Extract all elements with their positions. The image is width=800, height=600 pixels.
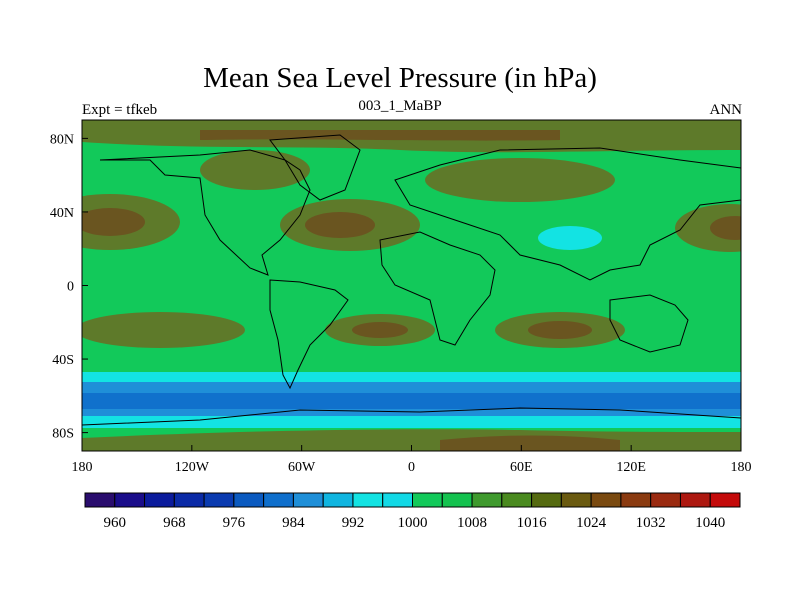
colorbar-swatch	[84, 492, 116, 508]
siberian-high	[425, 158, 615, 202]
greenland-outline	[269, 134, 361, 201]
lat-tick-label: 80N	[50, 132, 74, 147]
antarctic-high-core	[440, 435, 620, 451]
colorbar-label: 1024	[576, 515, 607, 531]
south-pacific-high	[82, 312, 245, 348]
colorbar-label: 1000	[398, 515, 428, 531]
lon-tick-label: 60W	[288, 460, 316, 475]
colorbar-label: 1008	[457, 515, 487, 531]
colorbar: 960 968 976 984 992 1000 1008 1016 1024 1032 1040	[84, 492, 741, 531]
colorbar-swatch	[233, 492, 265, 508]
lon-tick-label: 0	[408, 460, 415, 475]
australia-outline	[609, 294, 689, 353]
colorbar-label: 992	[342, 515, 365, 531]
lat-tick-label: 0	[67, 280, 74, 295]
colorbar-swatch	[471, 492, 503, 508]
south-america-outline	[269, 279, 349, 390]
colorbar-swatch	[560, 492, 592, 508]
colorbar-swatch	[650, 492, 681, 508]
lon-tick-label: 180	[731, 460, 752, 475]
lon-tick-label: 180	[72, 460, 93, 475]
lat-tick-label: 40N	[50, 206, 74, 221]
lon-tick-label: 120E	[616, 460, 646, 475]
indian-ocean-high-core	[528, 321, 592, 339]
colorbar-swatch	[590, 492, 622, 508]
colorbar-swatch	[412, 492, 443, 508]
experiment-label: Expt = tfkeb	[82, 102, 158, 118]
lon-tick-label: 120W	[175, 460, 210, 475]
atlantic-high-core	[305, 212, 375, 238]
pressure-field	[82, 120, 741, 451]
lon-tick-label: 60E	[510, 460, 533, 475]
colorbar-swatch	[114, 492, 146, 508]
eurasia-outline	[394, 147, 741, 281]
colorbar-label: 984	[282, 515, 305, 531]
south-atlantic-high-core	[352, 322, 408, 338]
arctic-core	[200, 130, 560, 141]
colorbar-swatch	[263, 492, 294, 508]
longitude-axis: 180 120W 60W 0 60E 120E 180	[72, 445, 752, 475]
colorbar-swatch	[501, 492, 533, 508]
colorbar-swatch	[531, 492, 562, 508]
map-subtitle: 003_1_MaBP	[358, 98, 442, 114]
colorbar-swatch	[292, 492, 324, 508]
season-label: ANN	[709, 102, 743, 118]
colorbar-label: 1032	[636, 515, 666, 531]
pacific-high-west-core	[82, 208, 145, 236]
africa-outline	[379, 231, 496, 346]
pacific-high-east-core	[710, 216, 741, 240]
antarctica-outline	[82, 407, 741, 426]
colorbar-label: 1040	[695, 515, 725, 531]
colorbar-label: 968	[163, 515, 186, 531]
colorbar-swatch	[441, 492, 473, 508]
colorbar-label: 1016	[517, 515, 548, 531]
latitude-axis: 80N 40N 0 40S 80S	[50, 132, 88, 442]
north-america-outline	[99, 149, 311, 276]
southern-trough-edge	[82, 416, 741, 428]
map-title: Mean Sea Level Pressure (in hPa)	[203, 62, 597, 94]
colorbar-swatch	[679, 492, 711, 508]
colorbar-swatch	[709, 492, 741, 508]
colorbar-label: 976	[223, 515, 246, 531]
coastlines	[82, 134, 741, 426]
colorbar-swatch	[620, 492, 652, 508]
lat-tick-label: 80S	[52, 427, 74, 442]
colorbar-swatch	[382, 492, 413, 508]
colorbar-swatch	[144, 492, 175, 508]
southern-trough-core	[82, 393, 741, 409]
colorbar-swatch	[173, 492, 205, 508]
colorbar-swatch	[322, 492, 354, 508]
colorbar-swatch	[352, 492, 384, 508]
lat-tick-label: 40S	[52, 353, 74, 368]
asian-low	[538, 226, 602, 250]
canadian-high	[200, 150, 310, 190]
colorbar-label: 960	[104, 515, 127, 531]
colorbar-swatch	[203, 492, 235, 508]
